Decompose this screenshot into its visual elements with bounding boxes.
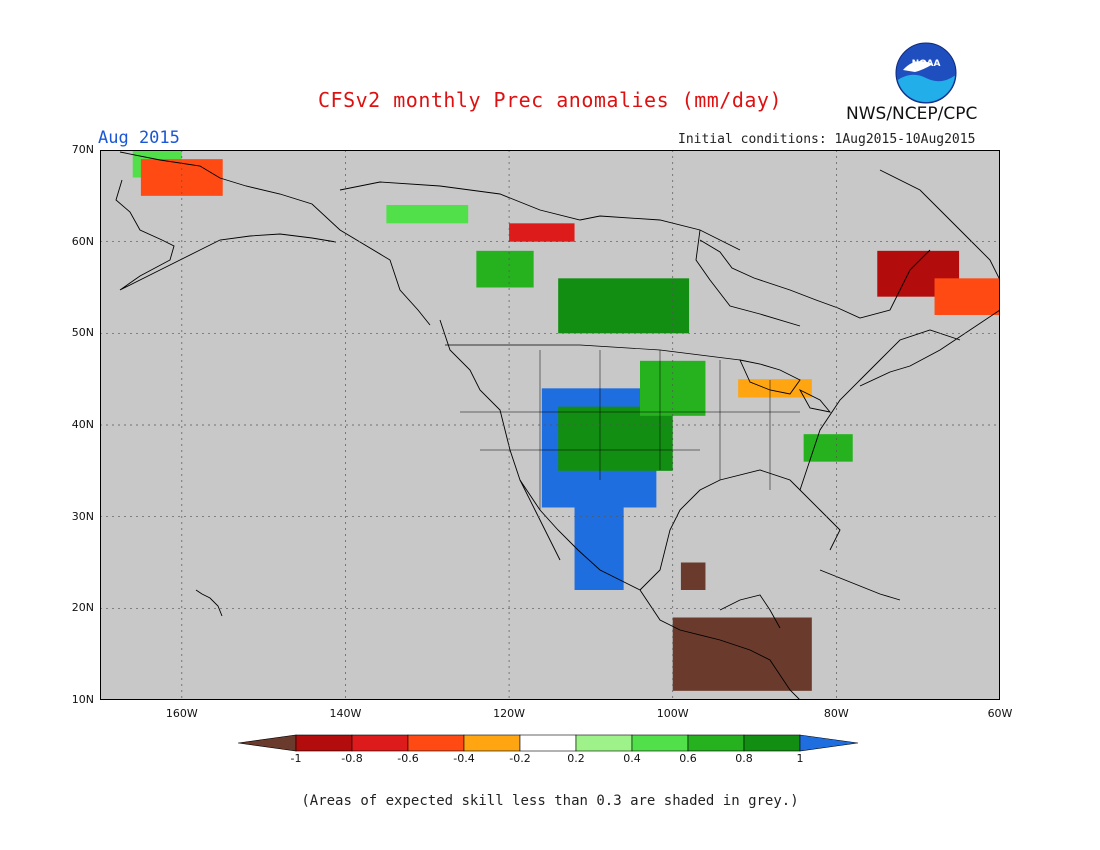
- latitude-label: 40N: [71, 418, 94, 431]
- latitude-label: 50N: [71, 326, 94, 340]
- color-scale-box: [743, 734, 801, 752]
- anomaly-region: [558, 278, 690, 334]
- anomaly-region: [803, 434, 853, 462]
- anomaly-region: [574, 507, 624, 590]
- color-scale-tick-label: -0.2: [509, 752, 531, 765]
- color-scale-tick-label: -0.4: [453, 752, 475, 765]
- anomaly-region: [386, 205, 469, 224]
- color-scale-tick-label: -1: [290, 752, 302, 765]
- color-scale-box: [575, 734, 633, 752]
- lat-lon-grid: [100, 150, 1000, 700]
- longitude-label: 120W: [493, 707, 526, 720]
- latitude-label: 70N: [71, 143, 94, 156]
- color-scale: [238, 734, 859, 752]
- latitude-label: 30N: [71, 509, 94, 523]
- latitude-label: 60N: [71, 234, 94, 248]
- color-scale-tick-label: -0.6: [397, 752, 419, 765]
- longitude-label: 140W: [329, 707, 362, 720]
- agency-label: NWS/NCEP/CPC: [846, 104, 978, 124]
- color-scale-low-arrow: [238, 734, 297, 752]
- anomaly-region: [680, 562, 706, 590]
- color-scale-box: [407, 734, 465, 752]
- latitude-label: 20N: [71, 601, 94, 615]
- color-scale-box: [519, 734, 577, 752]
- anomaly-region: [738, 379, 812, 398]
- color-scale-box: [295, 734, 353, 752]
- anomaly-region: [934, 278, 1000, 315]
- coastlines: [115, 151, 1000, 700]
- longitude-label: 60W: [987, 707, 1013, 720]
- longitude-label: 100W: [656, 707, 689, 720]
- anomaly-map: [100, 150, 1000, 700]
- initial-conditions: Initial conditions: 1Aug2015-10Aug2015: [678, 132, 976, 147]
- color-scale-box: [631, 734, 689, 752]
- anomaly-region: [140, 159, 223, 196]
- anomaly-region: [672, 617, 812, 691]
- anomaly-region: [640, 360, 706, 416]
- map-frame: [100, 150, 1000, 700]
- anomaly-region: [476, 250, 534, 288]
- color-scale-tick-label: 0.6: [679, 752, 697, 765]
- logo-text: NOAA: [912, 59, 941, 69]
- skill-footnote: (Areas of expected skill less than 0.3 a…: [301, 793, 799, 809]
- longitude-label: 160W: [165, 707, 198, 720]
- longitude-label: 80W: [823, 707, 849, 720]
- anomaly-layer: [132, 150, 1000, 691]
- color-scale-tick-label: 0.8: [735, 752, 753, 765]
- noaa-logo: NOAA: [895, 42, 957, 104]
- map-title: CFSv2 monthly Prec anomalies (mm/day): [317, 88, 783, 112]
- latitude-label: 10N: [71, 693, 94, 706]
- color-scale-box: [687, 734, 745, 752]
- color-scale-tick-label: -0.8: [341, 752, 363, 765]
- color-scale-tick-label: 0.2: [567, 752, 585, 765]
- color-scale-tick-label: 1: [796, 752, 804, 765]
- color-scale-box: [351, 734, 409, 752]
- color-scale-tick-label: 0.4: [623, 752, 641, 765]
- forecast-period: Aug 2015: [98, 128, 180, 148]
- color-scale-box: [463, 734, 521, 752]
- anomaly-region: [509, 223, 575, 242]
- anomaly-region: [558, 406, 673, 471]
- color-scale-high-arrow: [799, 734, 859, 752]
